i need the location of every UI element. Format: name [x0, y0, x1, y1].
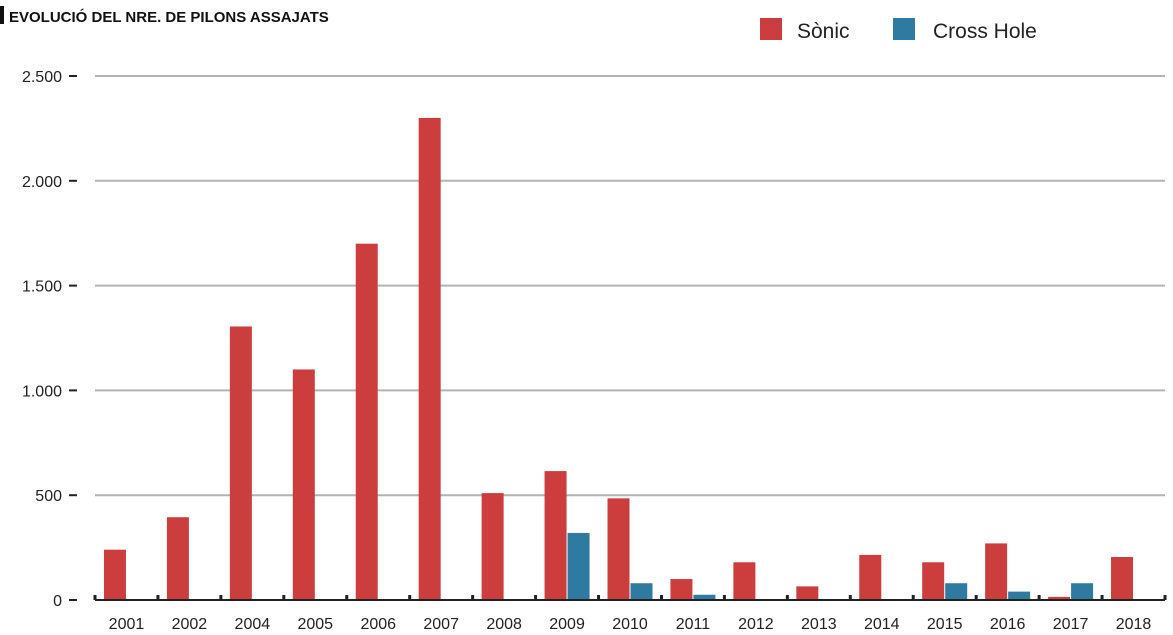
chart-title: EVOLUCIÓ DEL NRE. DE PILONS ASSAJATS: [9, 8, 329, 26]
bar-sonic-2004: [229, 326, 252, 600]
y-tick-label: 1.500: [22, 279, 62, 296]
bar-sonic-2017: [1048, 596, 1071, 600]
x-tick-label: 2013: [801, 616, 837, 633]
y-tick-label: 500: [35, 488, 62, 505]
bars: [103, 117, 1134, 601]
x-tick-label: 2011: [676, 616, 711, 633]
legend: Sònic Cross Hole: [760, 18, 1037, 43]
x-tick-label: 2005: [297, 616, 333, 633]
bar-sonic-2012: [733, 562, 756, 600]
x-tick-label: 2016: [990, 616, 1026, 633]
y-tick-label: 2.500: [22, 69, 62, 86]
x-tick-label: 2002: [172, 616, 208, 633]
bar-sonic-2015: [922, 562, 945, 600]
bar-sonic-2002: [166, 517, 189, 600]
bar-sonic-2008: [481, 493, 504, 600]
x-tick-label: 2010: [612, 616, 648, 633]
bar-sonic-2006: [355, 243, 378, 600]
x-tick-label: 2009: [549, 616, 585, 633]
bar-cross-hole-2010: [630, 583, 653, 600]
bar-cross-hole-2017: [1071, 583, 1094, 600]
bar-sonic-2011: [670, 579, 693, 600]
bar-sonic-2007: [418, 117, 441, 601]
x-tick-label: 2015: [927, 616, 963, 633]
x-tick-label: 2012: [738, 616, 774, 633]
bar-cross-hole-2015: [945, 583, 968, 600]
bar-sonic-2009: [544, 471, 567, 600]
bar-cross-hole-2016: [1008, 591, 1031, 600]
gridlines: [95, 75, 1165, 497]
x-tick-label: 2018: [1116, 616, 1152, 633]
bar-sonic-2010: [607, 498, 630, 600]
x-tick-label: 2004: [235, 616, 271, 633]
title-marker: [0, 6, 4, 24]
legend-swatch-sonic: [760, 18, 782, 40]
x-tick-label: 2007: [423, 616, 459, 633]
bar-sonic-2013: [796, 586, 819, 600]
x-tick-label: 2014: [864, 616, 900, 633]
bar-sonic-2014: [859, 554, 882, 600]
x-tick-label: 2006: [360, 616, 396, 633]
bar-sonic-2016: [985, 543, 1008, 600]
legend-swatch-cross-hole: [893, 18, 915, 40]
bar-cross-hole-2009: [567, 532, 590, 600]
x-tick-label: 2001: [109, 616, 145, 633]
y-axis: 0 500 1.000 1.500 2.000 2.500: [22, 69, 77, 610]
x-axis: 2001 2002 2004 2005 2006 2007 2008 2009 2010 2011…: [93, 595, 1167, 633]
x-tick-label: 2008: [486, 616, 522, 633]
bar-sonic-2001: [103, 549, 126, 600]
legend-label-sonic: Sònic: [797, 20, 850, 43]
bar-sonic-2005: [292, 369, 315, 600]
legend-label-cross-hole: Cross Hole: [933, 20, 1037, 43]
bar-cross-hole-2011: [693, 594, 716, 600]
bar-sonic-2018: [1111, 557, 1134, 600]
y-tick-label: 0: [53, 593, 62, 610]
y-tick-label: 2.000: [22, 174, 62, 191]
y-tick-label: 1.000: [22, 383, 62, 400]
x-tick-label: 2017: [1053, 616, 1089, 633]
